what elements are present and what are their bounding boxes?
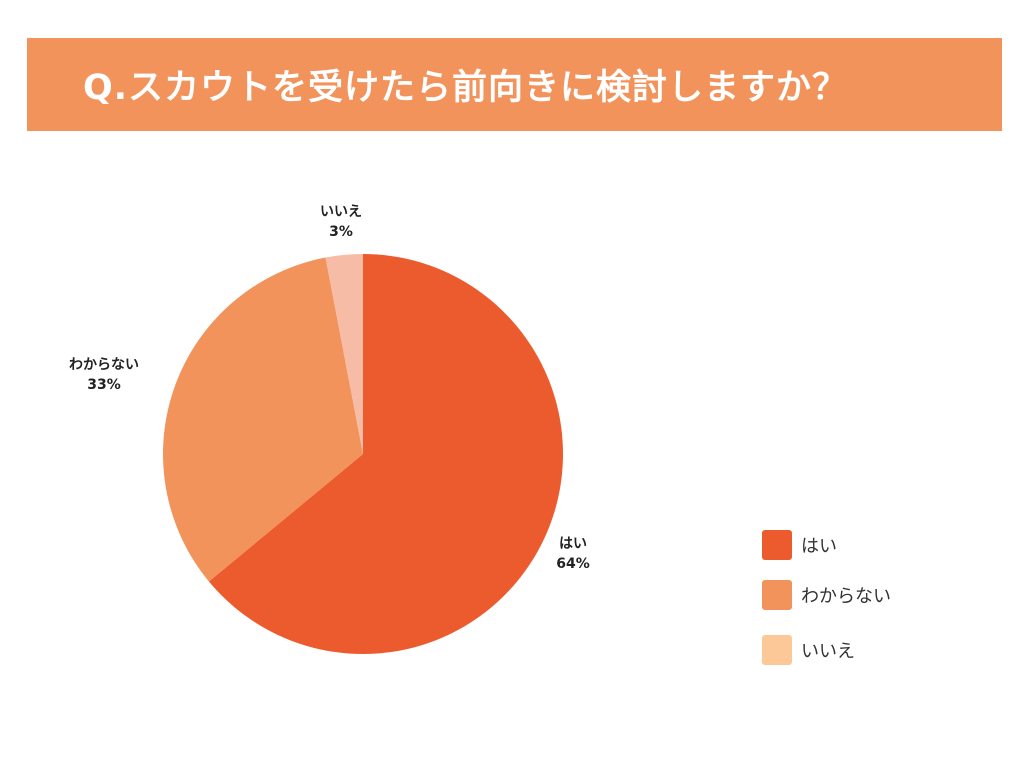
slice-label-name-wakaranai: わからない — [69, 357, 139, 373]
slice-label-iie: いいえ 3% — [320, 204, 362, 240]
legend-item-iie: いいえ — [762, 635, 855, 665]
legend-label-hai: はい — [801, 536, 837, 557]
legend-label-iie: いいえ — [801, 641, 855, 662]
legend-item-wakaranai: わからない — [762, 580, 891, 610]
legend-label-wakaranai: わからない — [801, 586, 891, 607]
slice-label-value-hai: 64% — [556, 556, 590, 572]
legend-item-hai: はい — [762, 530, 837, 560]
title-banner: Q.スカウトを受けたら前向きに検討しますか？ — [27, 38, 1002, 131]
slice-label-wakaranai: わからない 33% — [69, 357, 139, 393]
legend-swatch-hai — [762, 530, 792, 560]
slice-label-name-hai: はい — [559, 536, 587, 552]
slice-label-value-iie: 3% — [329, 224, 353, 240]
chart-title: Q.スカウトを受けたら前向きに検討しますか？ — [83, 68, 849, 108]
legend-swatch-wakaranai — [762, 580, 792, 610]
slice-label-hai: はい 64% — [556, 536, 590, 572]
legend-swatch-iie — [762, 635, 792, 665]
pie-slice-hai — [208, 254, 564, 655]
pie-slice-wakaranai — [162, 257, 363, 582]
pie-slice-iie — [325, 254, 363, 454]
slice-label-value-wakaranai: 33% — [87, 377, 121, 393]
slice-label-name-iie: いいえ — [320, 204, 362, 220]
